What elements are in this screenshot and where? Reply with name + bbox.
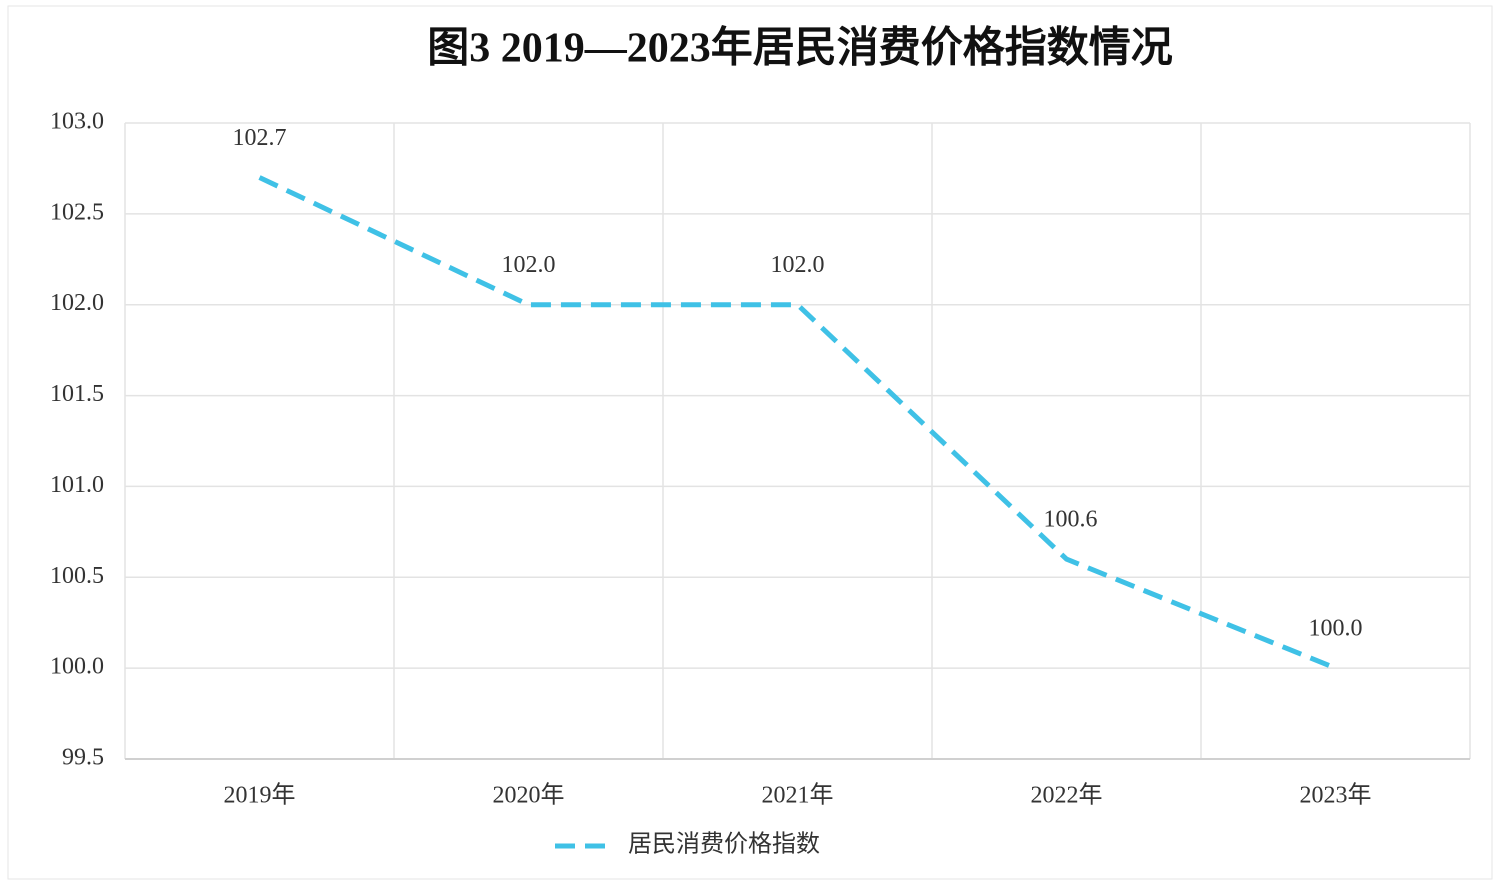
data-line — [258, 175, 1337, 671]
y-tick-label: 102.0 — [50, 290, 104, 316]
chart-title: 图3 2019—2023年居民消费价格指数情况 — [427, 25, 1173, 72]
x-tick-label: 2023年 — [1300, 782, 1372, 809]
data-label: 102.0 — [502, 252, 556, 278]
chart-frame — [7, 5, 1493, 880]
data-label: 100.6 — [1044, 507, 1098, 533]
y-tick-label: 102.5 — [50, 199, 104, 225]
y-tick-label: 99.5 — [62, 745, 104, 771]
y-tick-label: 101.0 — [50, 472, 104, 498]
legend-label: 居民消费价格指数 — [628, 831, 820, 858]
x-tick-label: 2020年 — [493, 782, 565, 809]
y-tick-label: 100.5 — [50, 563, 104, 589]
x-tick-label: 2022年 — [1031, 782, 1103, 809]
data-label: 102.0 — [771, 252, 825, 278]
y-tick-label: 100.0 — [50, 654, 104, 680]
y-tick-label: 101.5 — [50, 381, 104, 407]
y-tick-label: 103.0 — [50, 109, 104, 135]
x-tick-label: 2019年 — [224, 782, 296, 809]
x-tick-label: 2021年 — [762, 782, 834, 809]
data-label: 100.0 — [1309, 616, 1363, 642]
data-label: 102.7 — [233, 125, 287, 151]
